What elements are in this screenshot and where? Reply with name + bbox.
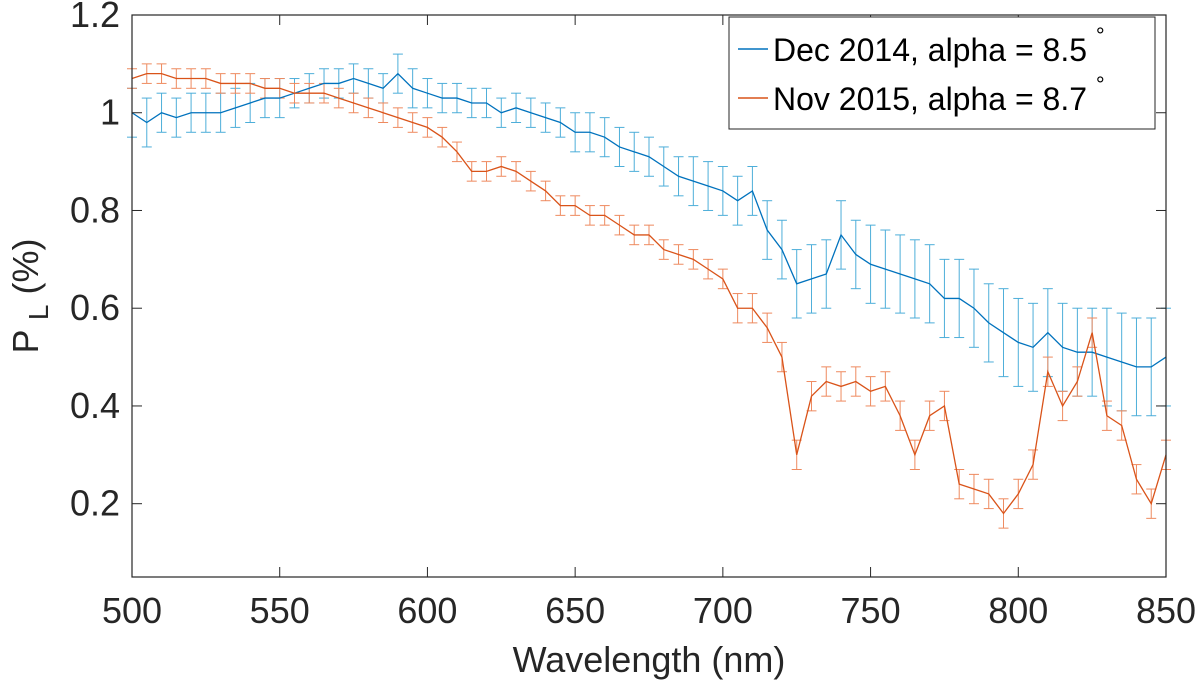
x-tick-label: 500	[102, 590, 162, 631]
y-axis-label-subscript: L	[23, 305, 54, 321]
x-tick-label: 700	[693, 590, 753, 631]
y-tick-label: 0.6	[70, 287, 120, 328]
legend-degree-nov-2015: °	[1096, 72, 1105, 97]
legend-label-dec-2014: Dec 2014, alpha = 8.5	[773, 32, 1087, 68]
x-tick-label: 850	[1136, 590, 1196, 631]
x-tick-label: 800	[988, 590, 1048, 631]
series-line	[131, 72, 1167, 515]
y-tick-label: 1	[100, 92, 120, 133]
y-tick-label: 0.8	[70, 189, 120, 230]
legend: Dec 2014, alpha = 8.5 ° Nov 2015, alpha …	[728, 16, 1156, 130]
series-line	[131, 72, 1167, 368]
legend-entry-dec-2014: Dec 2014, alpha = 8.5 °	[773, 23, 1105, 68]
x-tick-label: 650	[545, 590, 605, 631]
x-tick-label: 750	[841, 590, 901, 631]
y-axis-label-main: P	[5, 330, 46, 353]
x-tick-label: 550	[250, 590, 310, 631]
legend-degree-dec-2014: °	[1096, 23, 1105, 48]
y-axis-label-unit: (%)	[5, 239, 46, 295]
x-axis-label: Wavelength (nm)	[513, 639, 786, 680]
x-tick-label: 600	[397, 590, 457, 631]
axis-ticks: 500 550 600 650 700 750 800 850 0.2 0.4 0.6 0.8 1 1.2	[70, 0, 1196, 631]
series-lines	[131, 72, 1167, 515]
y-tick-label: 0.4	[70, 385, 120, 426]
y-tick-label: 0.2	[70, 483, 120, 524]
axes-box	[131, 14, 1167, 578]
legend-label-nov-2015: Nov 2015, alpha = 8.7	[773, 81, 1087, 117]
y-tick-label: 1.2	[70, 0, 120, 35]
legend-box	[728, 16, 1156, 130]
y-axis-label: P L (%)	[5, 239, 56, 354]
legend-entry-nov-2015: Nov 2015, alpha = 8.7 °	[773, 72, 1105, 117]
